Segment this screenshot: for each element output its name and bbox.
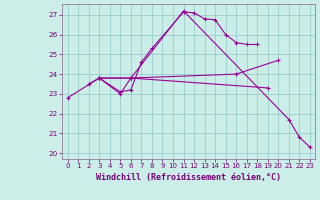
X-axis label: Windchill (Refroidissement éolien,°C): Windchill (Refroidissement éolien,°C) [96, 173, 281, 182]
